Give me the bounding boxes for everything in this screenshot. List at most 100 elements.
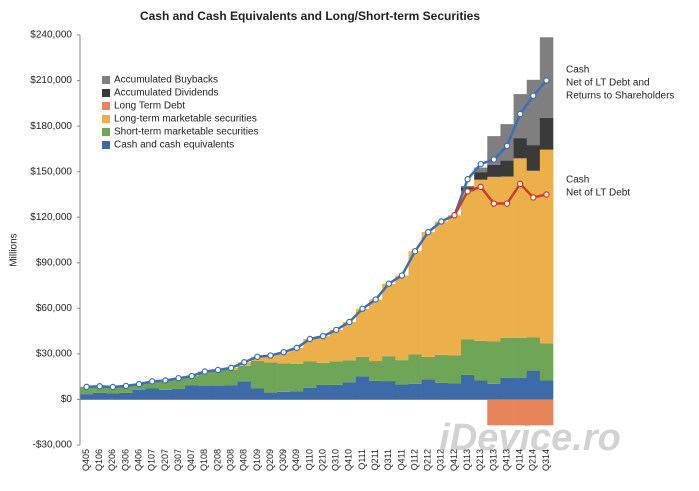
bar-segment	[132, 389, 146, 400]
bar-segment	[198, 385, 212, 400]
bar-segment	[263, 392, 278, 400]
line-marker	[175, 374, 182, 382]
x-tick-label: Q109	[252, 449, 262, 471]
line-marker	[543, 77, 550, 84]
line-marker	[333, 326, 340, 334]
bar-segment	[316, 362, 330, 385]
x-tick-label: Q310	[331, 449, 341, 471]
bar-segment	[277, 391, 291, 400]
bar-segment	[329, 361, 344, 385]
line-marker	[214, 366, 222, 374]
x-tick-label: Q207	[160, 449, 170, 471]
line-marker	[398, 272, 406, 279]
bar-segment	[500, 377, 514, 400]
bar-segment	[526, 399, 541, 426]
x-tick-label: Q114	[515, 449, 525, 470]
line-marker	[411, 248, 419, 255]
x-tick-label: Q214	[528, 449, 538, 471]
bar-segment	[158, 380, 173, 390]
bar-segment	[316, 384, 330, 400]
bar-segment	[447, 355, 462, 384]
line-annotation: Cash	[566, 175, 589, 186]
x-tick-label: Q405	[81, 449, 91, 471]
bar-segment	[93, 386, 107, 393]
x-tick-label: Q112	[409, 449, 419, 470]
x-tick-label: Q309	[278, 449, 288, 471]
bar-segment	[487, 136, 501, 165]
line-marker	[293, 344, 300, 352]
bar-segment	[290, 363, 304, 392]
x-tick-label: Q408	[239, 449, 249, 471]
x-tick-label: Q413	[501, 449, 511, 471]
bar-segment	[382, 283, 396, 357]
legend-label: Accumulated Dividends	[114, 88, 219, 99]
bar-segment	[185, 376, 199, 386]
line-marker	[516, 180, 524, 188]
line-marker	[424, 228, 432, 236]
bar-segment	[447, 215, 462, 356]
x-tick-label: Q308	[225, 449, 235, 471]
bar-segment	[277, 363, 291, 392]
line-marker	[503, 200, 511, 207]
bar-segment	[382, 381, 396, 400]
bar-segment	[434, 354, 449, 383]
x-tick-label: Q107	[147, 449, 157, 471]
bar-segment	[526, 170, 541, 338]
bar-segment	[355, 308, 370, 357]
x-tick-label: Q411	[396, 449, 406, 470]
line-annotation: Net of LT Debt	[566, 188, 630, 199]
bar-segment	[355, 376, 370, 400]
bar-segment	[263, 355, 278, 363]
bar-segment	[106, 386, 120, 394]
x-tick-label: Q206	[107, 449, 117, 471]
bar-segment	[513, 158, 528, 338]
x-tick-label: Q407	[186, 449, 196, 471]
line-marker	[464, 176, 471, 183]
bar-segment	[461, 191, 475, 340]
y-tick-label: $60,000	[36, 303, 73, 314]
bar-segment	[145, 388, 160, 400]
bar-segment	[421, 356, 436, 380]
bar-segment	[250, 360, 265, 389]
bar-segment	[237, 381, 252, 400]
bar-segment	[329, 384, 344, 400]
line-marker	[267, 352, 274, 359]
bar-segment	[93, 392, 107, 400]
x-tick-label: Q210	[317, 449, 327, 471]
bar-segment	[474, 179, 488, 341]
legend-swatch	[102, 141, 110, 149]
bar-segment	[158, 389, 173, 400]
bar-segment	[434, 221, 449, 355]
bar-segment	[224, 369, 238, 386]
line-marker	[254, 353, 261, 360]
legend-swatch	[102, 115, 110, 123]
bar-segment	[487, 176, 501, 342]
y-tick-label: $240,000	[30, 30, 72, 41]
bar-segment	[421, 379, 436, 400]
x-tick-label: Q106	[94, 449, 104, 471]
line-marker	[188, 372, 195, 380]
line-marker	[201, 368, 209, 375]
line-marker	[306, 335, 314, 343]
line-marker	[346, 318, 353, 326]
bar-segment	[277, 352, 291, 364]
line-marker	[516, 110, 524, 118]
x-tick-label: Q314	[541, 449, 551, 471]
line-marker	[319, 332, 327, 340]
bar-segment	[395, 384, 409, 400]
bar-segment	[513, 138, 528, 159]
bar-segment	[171, 388, 186, 400]
bar-segment	[487, 383, 501, 400]
bar-segment	[342, 360, 357, 383]
line-marker	[490, 200, 498, 207]
x-tick-label: Q412	[449, 449, 459, 471]
line-marker	[241, 359, 248, 366]
line-marker	[109, 383, 117, 391]
legend-swatch	[102, 128, 110, 136]
legend-swatch	[102, 76, 110, 84]
bar-segment	[369, 361, 383, 381]
bar-segment	[434, 382, 449, 400]
y-tick-label: $120,000	[30, 212, 72, 223]
line-annotation: Cash	[566, 65, 589, 76]
